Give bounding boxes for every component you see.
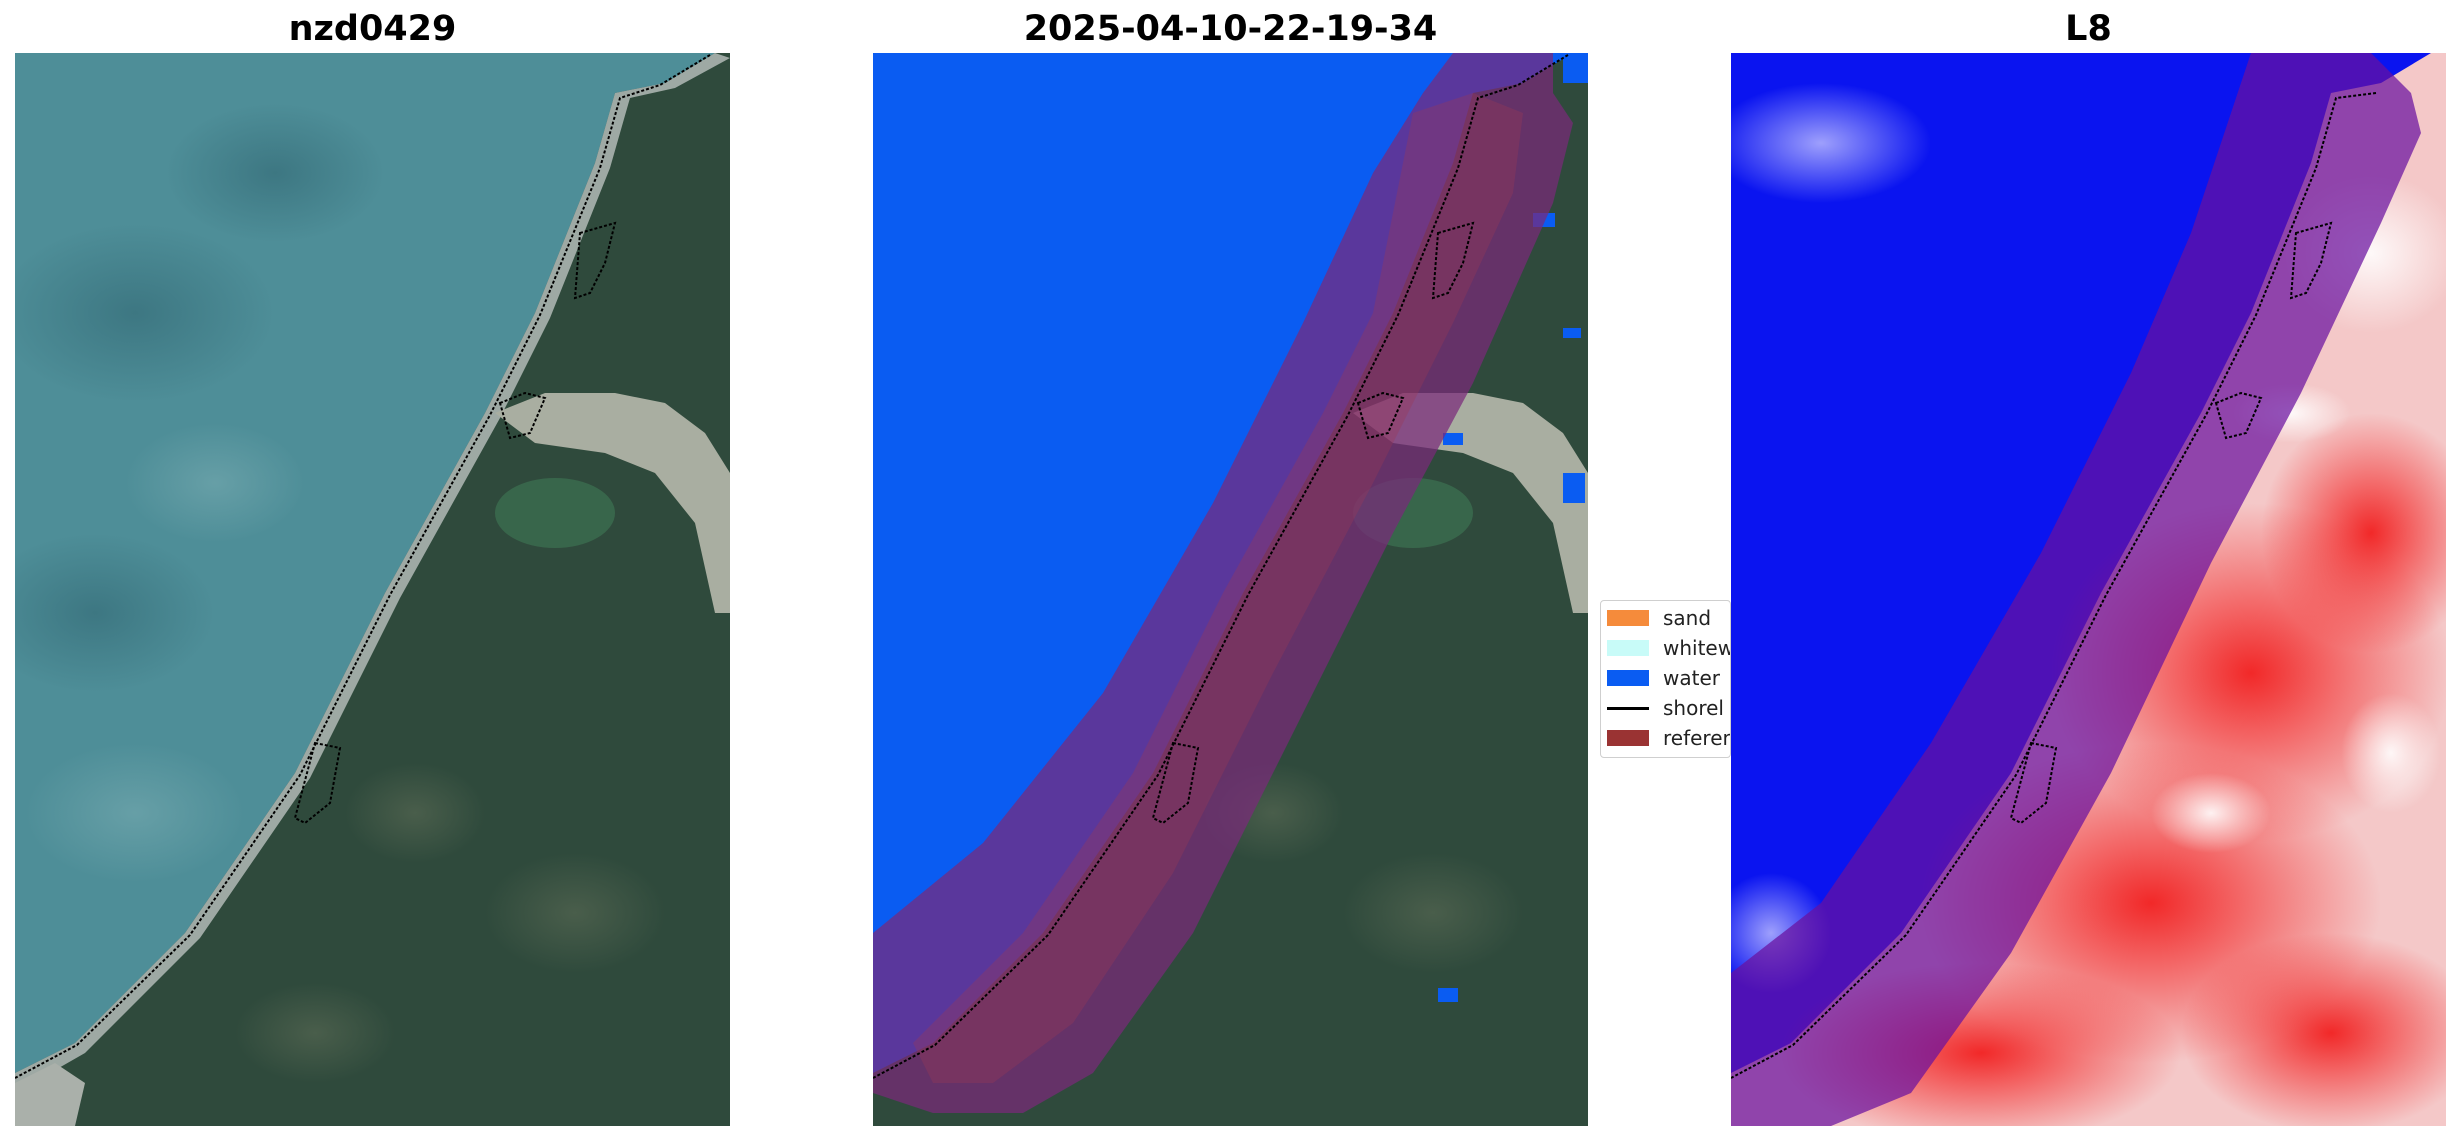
legend-item-shoreline: shorel (1607, 696, 1724, 720)
panel-title-rgb: nzd0429 (288, 9, 457, 49)
legend-item-reference: referen (1607, 726, 1731, 750)
legend-swatch-reference (1607, 730, 1649, 746)
legend-label-water: water (1663, 666, 1720, 690)
legend-label-whitewater: whitew (1663, 636, 1731, 660)
index-image (1731, 53, 2446, 1126)
index-image-panel (1731, 53, 2446, 1126)
legend-label-reference: referen (1663, 726, 1731, 750)
panel-title-index: L8 (2065, 9, 2112, 49)
classified-image (873, 53, 1588, 1126)
legend: sand whitew water shorel referen (1600, 600, 1731, 758)
classified-image-panel (873, 53, 1588, 1126)
rgb-image (15, 53, 730, 1126)
legend-label-sand: sand (1663, 606, 1712, 630)
legend-label-shoreline: shorel (1663, 696, 1724, 720)
rgb-image-panel (15, 53, 730, 1126)
legend-swatch-sand (1607, 610, 1649, 626)
panel-title-classified: 2025-04-10-22-19-34 (1023, 9, 1438, 49)
legend-swatch-whitewater (1607, 640, 1649, 656)
legend-item-water: water (1607, 666, 1720, 690)
legend-swatch-water (1607, 670, 1649, 686)
legend-swatch-shoreline (1607, 707, 1649, 710)
legend-item-sand: sand (1607, 606, 1711, 630)
legend-item-whitewater: whitew (1607, 636, 1731, 660)
